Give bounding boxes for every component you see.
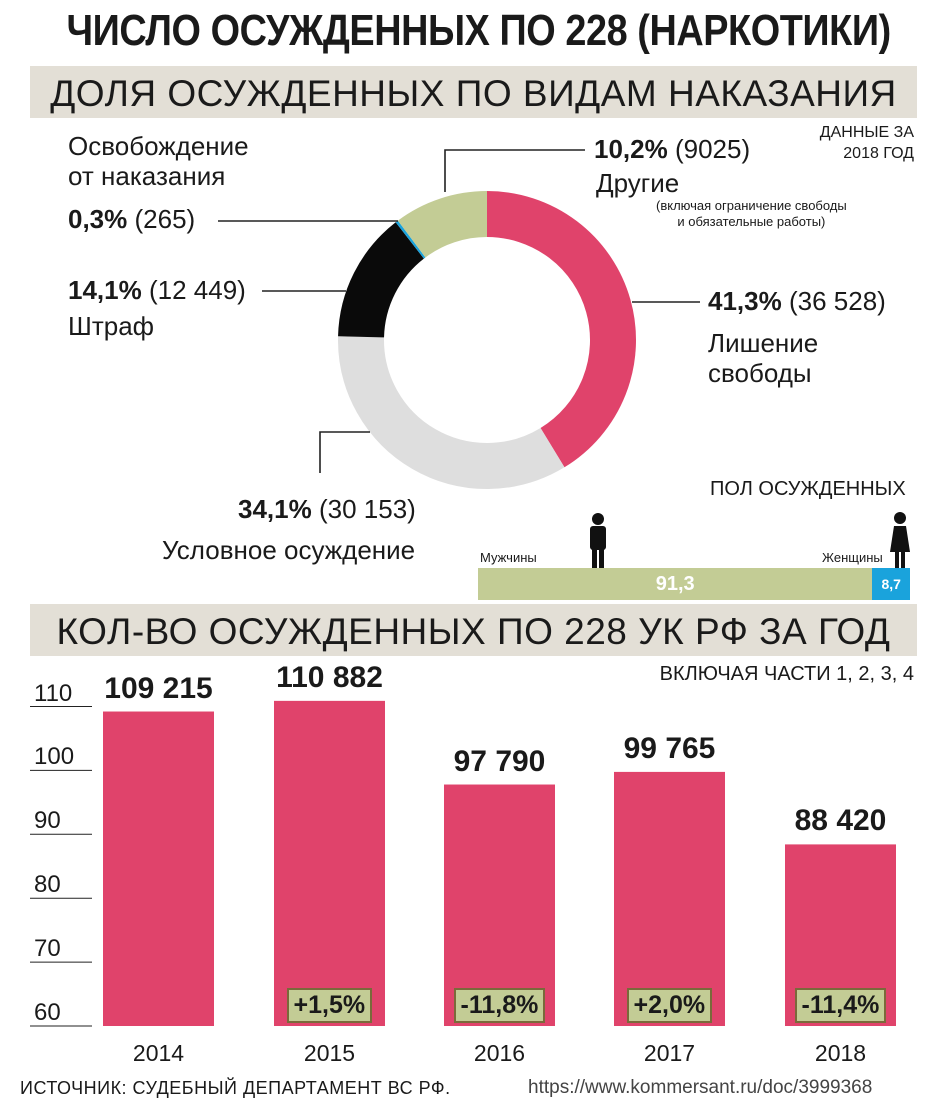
men-label: Мужчины	[480, 550, 537, 565]
fine-count: (12 449)	[148, 275, 246, 305]
y-tick-label: 100	[34, 743, 75, 771]
prison-count: (36 528)	[788, 286, 886, 316]
x-tick-label: 2016	[473, 1040, 526, 1066]
label-fine-value: 14,1% (12 449)	[68, 275, 246, 305]
change-badge: -11,8%	[453, 988, 546, 1023]
label-other-note: (включая ограничение свободы и обязатель…	[656, 198, 847, 230]
label-exemption-value: 0,3% (265)	[68, 204, 195, 234]
bar-2015	[274, 700, 385, 1026]
y-tick-label: 110	[34, 679, 73, 707]
exemption-name-line2: от наказания	[68, 161, 226, 191]
label-prison-name: Лишение свободы	[708, 328, 818, 388]
exemption-pct: 0,3%	[68, 204, 128, 234]
section1-title: ДОЛЯ ОСУЖДЕННЫХ ПО ВИДАМ НАКАЗАНИЯ	[50, 73, 897, 114]
y-tick-label: 80	[34, 871, 61, 899]
donut-segment-suspended	[338, 336, 565, 489]
label-fine-name: Штраф	[68, 311, 155, 341]
suspended-count: (30 153)	[318, 494, 416, 524]
change-badge: +2,0%	[626, 988, 713, 1023]
y-tick-label: 90	[34, 807, 61, 835]
bar-2016	[444, 784, 555, 1026]
section2-header: КОЛ-ВО ОСУЖДЕННЫХ ПО 228 УК РФ ЗА ГОД	[30, 604, 917, 656]
donut-chart	[218, 149, 700, 489]
data-year-note-line2: 2018 ГОД	[843, 145, 914, 162]
bar-value-label: 109 215	[104, 671, 213, 705]
x-tick-label: 2017	[643, 1040, 696, 1066]
change-badge: -11,4%	[794, 988, 887, 1023]
women-label: Женщины	[822, 550, 883, 565]
y-tick-label: 60	[34, 999, 61, 1026]
source-note: ИСТОЧНИК: СУДЕБНЫЙ ДЕПАРТАМЕНТ ВС РФ.	[20, 1078, 451, 1098]
label-prison-value: 41,3% (36 528)	[708, 286, 886, 316]
data-year-note-line1: ДАННЫЕ ЗА	[819, 124, 914, 141]
donut-segment-exemption	[395, 220, 426, 259]
other-pct: 10,2%	[594, 134, 668, 164]
women-bar-segment: 8,7	[872, 568, 910, 600]
x-tick-label: 2015	[303, 1040, 356, 1066]
main-title: ЧИСЛО ОСУЖДЕННЫХ ПО 228 (НАРКОТИКИ)	[66, 6, 892, 55]
label-suspended-name: Условное осуждение	[162, 535, 416, 565]
men-bar-segment: 91,3	[478, 568, 873, 600]
other-note-line1: (включая ограничение свободы	[656, 198, 847, 213]
data-year-note: ДАННЫЕ ЗА 2018 ГОД	[820, 122, 914, 164]
change-badge: +1,5%	[286, 988, 373, 1023]
bar-value-label: 97 790	[453, 744, 546, 778]
fine-pct: 14,1%	[68, 275, 142, 305]
exemption-name-line1: Освобождение	[68, 131, 249, 161]
x-tick-label: 2014	[132, 1040, 185, 1066]
label-exemption-name: Освобождение от наказания	[68, 131, 249, 191]
gender-title: ПОЛ ОСУЖДЕННЫХ	[710, 478, 906, 500]
bar-value-label: 99 765	[623, 731, 716, 765]
bar-2014	[103, 711, 214, 1026]
x-tick-label: 2018	[814, 1040, 867, 1066]
source-url[interactable]: https://www.kommersant.ru/doc/3999368	[528, 1077, 873, 1098]
man-icon	[590, 513, 606, 568]
donut-segment-fine	[338, 222, 425, 339]
other-count: (9025)	[674, 134, 751, 164]
leader-line-other	[444, 149, 585, 192]
label-other-value: 10,2% (9025)	[594, 134, 750, 164]
section1-header: ДОЛЯ ОСУЖДЕННЫХ ПО ВИДАМ НАКАЗАНИЯ	[30, 66, 917, 118]
prison-name-line1: Лишение	[708, 328, 819, 358]
prison-pct: 41,3%	[708, 286, 782, 316]
label-suspended-value: 34,1% (30 153)	[238, 494, 416, 524]
other-note-line2: и обязательные работы)	[677, 214, 826, 229]
y-tick-label: 70	[34, 935, 61, 963]
donut-segment-other	[397, 191, 488, 258]
section2-title: КОЛ-ВО ОСУЖДЕННЫХ ПО 228 УК РФ ЗА ГОД	[56, 611, 891, 652]
prison-name-line2: свободы	[708, 358, 812, 388]
exemption-count: (265)	[134, 204, 196, 234]
label-other-name: Другие	[596, 168, 680, 198]
bar-value-label: 88 420	[794, 804, 887, 838]
bar-2017	[614, 771, 725, 1026]
woman-icon	[890, 512, 910, 568]
section2-subtitle: ВКЛЮЧАЯ ЧАСТИ 1, 2, 3, 4	[659, 663, 914, 685]
women-value: 8,7	[881, 576, 901, 592]
gender-bar: 91,3 8,7	[478, 568, 910, 600]
suspended-pct: 34,1%	[238, 494, 312, 524]
donut-segment-prison	[486, 191, 636, 468]
bar-value-label: 110 882	[276, 660, 383, 694]
leader-line-suspended	[319, 431, 370, 473]
men-value: 91,3	[655, 572, 695, 595]
